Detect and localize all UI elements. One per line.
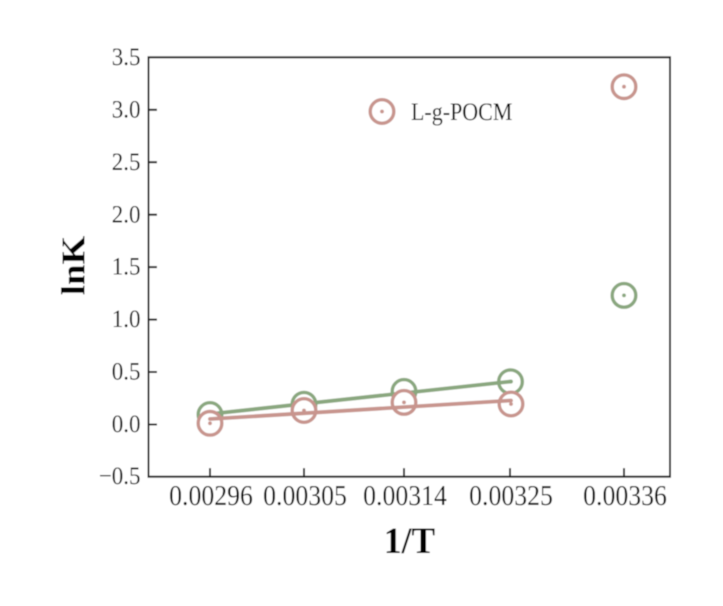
- svg-text:0.0: 0.0: [112, 411, 141, 438]
- svg-text:1.5: 1.5: [112, 254, 141, 281]
- svg-text:0.00314: 0.00314: [363, 480, 447, 511]
- svg-text:3.5: 3.5: [112, 44, 141, 71]
- svg-text:0.00305: 0.00305: [263, 480, 347, 511]
- svg-text:−0.5: −0.5: [99, 463, 141, 490]
- svg-text:3.0: 3.0: [112, 97, 141, 124]
- svg-text:2.0: 2.0: [112, 201, 141, 228]
- svg-text:1.0: 1.0: [112, 306, 141, 333]
- svg-text:0.00336: 0.00336: [583, 480, 667, 511]
- svg-text:L-g-POCM: L-g-POCM: [411, 99, 512, 127]
- svg-text:0.5: 0.5: [112, 359, 141, 386]
- svg-text:1/T: 1/T: [384, 521, 435, 562]
- svg-text:0.00296: 0.00296: [169, 480, 253, 511]
- svg-text:lnK: lnK: [54, 235, 92, 295]
- svg-text:0.00325: 0.00325: [469, 480, 553, 511]
- svg-text:2.5: 2.5: [112, 149, 141, 176]
